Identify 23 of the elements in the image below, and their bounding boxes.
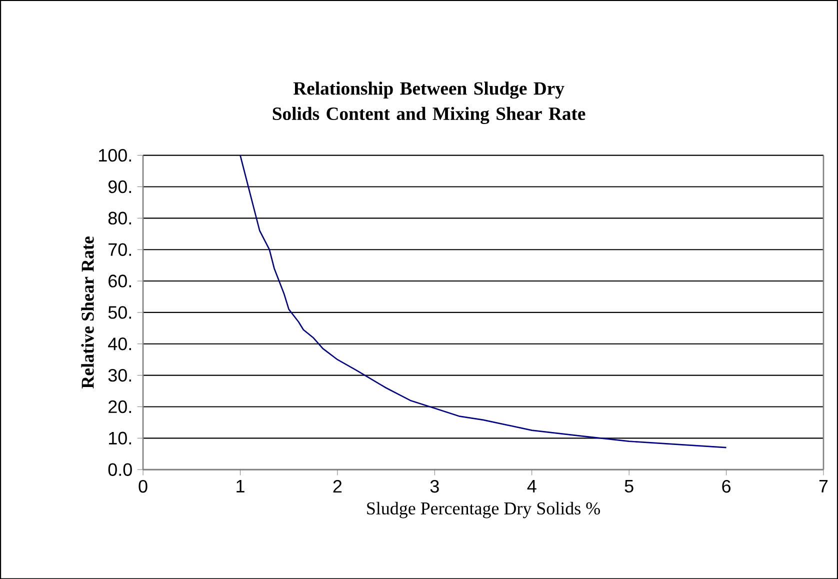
x-tick-label: 7 — [819, 480, 828, 492]
y-tick-label: 10. — [109, 432, 131, 444]
y-tick-label: 90. — [108, 180, 131, 193]
x-tick-label: 3 — [430, 480, 439, 493]
x-tick-label: 1 — [236, 480, 244, 492]
line-series — [240, 154, 727, 448]
y-tick-label: 100. — [99, 148, 131, 162]
y-axis-title: Relative Shear Rate — [81, 236, 94, 388]
y-tick-label: 80. — [108, 212, 131, 224]
y-tick-label: 60. — [108, 274, 131, 288]
y-tick-label: 30. — [108, 368, 131, 382]
y-tick-label: 70. — [108, 243, 131, 256]
x-axis-title: Sludge Percentage Dry Solids % — [367, 502, 600, 518]
x-tick-label: 4 — [527, 480, 536, 492]
y-tick-label: 0.0 — [108, 463, 132, 476]
x-tick-label: 0 — [138, 480, 148, 493]
y-tick-label: 50. — [108, 306, 131, 319]
y-tick-label: 40. — [108, 337, 131, 350]
x-tick-label: 6 — [722, 480, 730, 493]
x-tick-label: 5 — [624, 480, 634, 492]
x-tick-label: 2 — [333, 480, 342, 492]
y-tick-label: 20. — [108, 400, 131, 413]
chart-title: Relationship Between Sludge Dry Solids Content and Mixing Shear Rate — [272, 81, 586, 124]
